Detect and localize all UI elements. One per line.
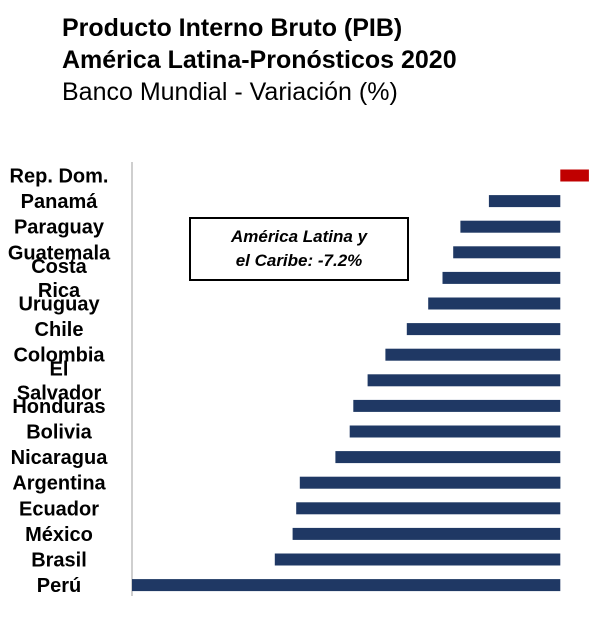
category-label-4: Costa Rica	[31, 256, 87, 302]
chart-title-line-2: América Latina-Pronósticos 2020	[62, 46, 457, 74]
chart-title-block: Producto Interno Bruto (PIB) América Lat…	[62, 12, 457, 108]
annotation-box: América Latina y el Caribe: -7.2%	[189, 217, 409, 281]
category-label-16: Perú	[37, 575, 81, 597]
category-label-7: Colombia	[13, 345, 105, 367]
bar-3	[453, 246, 561, 259]
category-label-1: Panamá	[21, 191, 99, 213]
category-label-10: Bolivia	[26, 422, 92, 444]
category-label-13: Ecuador	[19, 498, 99, 520]
category-label-14: México	[25, 524, 93, 546]
bar-8	[367, 374, 561, 387]
category-label-11: Nicaragua	[11, 447, 109, 469]
bar-15	[274, 553, 561, 566]
annotation-line-2: el Caribe: -7.2%	[235, 251, 363, 270]
bar-0	[560, 169, 589, 182]
chart-title-line-1: Producto Interno Bruto (PIB)	[62, 14, 403, 42]
bar-6	[406, 323, 561, 336]
bar-13	[296, 502, 561, 515]
category-label-9: Honduras	[12, 396, 105, 418]
bar-7	[385, 348, 561, 361]
category-label-0: Rep. Dom.	[10, 166, 109, 188]
category-label-12: Argentina	[12, 473, 106, 495]
bar-14	[292, 527, 561, 540]
bar-1	[488, 195, 561, 208]
category-label-5: Uruguay	[18, 294, 100, 316]
category-label-6: Chile	[35, 319, 84, 341]
bar-11	[335, 451, 561, 464]
bar-16	[132, 579, 561, 592]
chart-subtitle: Banco Mundial - Variación (%)	[62, 78, 398, 106]
bar-4	[442, 271, 561, 284]
category-label-15: Brasil	[31, 550, 87, 572]
category-label-2: Paraguay	[14, 217, 105, 239]
annotation-line-1: América Latina y	[230, 227, 368, 246]
bar-9	[353, 399, 561, 412]
bar-5	[428, 297, 561, 310]
category-label-8: El Salvador	[17, 358, 102, 404]
bar-2	[460, 220, 561, 233]
category-label-3: Guatemala	[8, 242, 111, 264]
bar-12	[299, 476, 561, 489]
bar-10	[349, 425, 561, 438]
